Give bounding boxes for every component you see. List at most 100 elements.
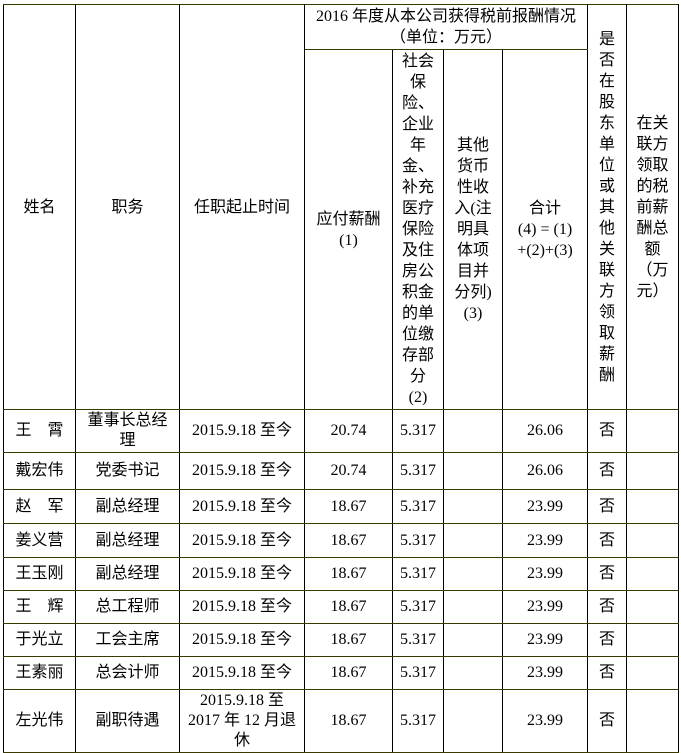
cell-related-party-total: [626, 523, 680, 558]
cell-insurance: 5.317: [392, 623, 444, 657]
cell-term: 2015.9.18 至 2017 年 12 月退 休: [179, 689, 305, 753]
cell-total: 23.99: [501, 523, 589, 558]
table-row: 姜义营 副总经理 2015.9.18 至今 18.67 5.317 23.99 …: [3, 523, 680, 558]
col-header-total: 合计 (4) = (1) +(2)+(3): [501, 49, 589, 410]
cell-name: 于光立: [3, 623, 76, 657]
col-header-other-pay-flag: 是 否 在 股 东 单 位 或 其 他 关 联 方 领 取 薪 酬: [587, 4, 628, 410]
cell-total: 26.06: [501, 409, 589, 453]
cell-insurance: 5.317: [392, 590, 444, 624]
table-row: 于光立 工会主席 2015.9.18 至今 18.67 5.317 23.99 …: [3, 623, 680, 657]
table-row: 王 霄 董事长总经 理 2015.9.18 至今 20.74 5.317 26.…: [3, 409, 680, 453]
cell-payable: 20.74: [304, 452, 393, 490]
table-row: 左光伟 副职待遇 2015.9.18 至 2017 年 12 月退 休 18.6…: [3, 689, 680, 753]
cell-position: 总工程师: [75, 590, 180, 624]
cell-term: 2015.9.18 至今: [179, 489, 305, 524]
cell-position: 党委书记: [75, 452, 180, 490]
cell-other-pay-flag: 否: [587, 656, 628, 690]
cell-other-income: [443, 557, 503, 591]
cell-payable: 18.67: [304, 557, 393, 591]
header-row-top: 姓名 职务 任职起止时间 2016 年度从本公司获得税前报酬情况 （单位：万元）…: [3, 4, 680, 410]
cell-payable: 18.67: [304, 656, 393, 690]
cell-term: 2015.9.18 至今: [179, 452, 305, 490]
cell-total: 26.06: [501, 452, 589, 490]
cell-other-income: [443, 489, 503, 524]
cell-related-party-total: [626, 452, 680, 490]
cell-other-pay-flag: 否: [587, 689, 628, 753]
compensation-table: 姓名 职务 任职起止时间 2016 年度从本公司获得税前报酬情况 （单位：万元）…: [3, 4, 680, 753]
cell-position: 董事长总经 理: [75, 409, 180, 453]
cell-term: 2015.9.18 至今: [179, 523, 305, 558]
col-header-compensation-group: 2016 年度从本公司获得税前报酬情况 （单位：万元）: [303, 4, 589, 50]
cell-insurance: 5.317: [392, 409, 444, 453]
cell-total: 23.99: [501, 557, 589, 591]
cell-insurance: 5.317: [392, 452, 444, 490]
cell-related-party-total: [626, 489, 680, 524]
cell-term: 2015.9.18 至今: [179, 409, 305, 453]
cell-name: 左光伟: [3, 689, 76, 753]
cell-total: 23.99: [501, 656, 589, 690]
col-header-term: 任职起止时间: [179, 4, 305, 410]
cell-insurance: 5.317: [392, 557, 444, 591]
cell-insurance: 5.317: [392, 489, 444, 524]
cell-total: 23.99: [501, 623, 589, 657]
cell-payable: 18.67: [304, 523, 393, 558]
header-row-sub: 应付薪酬 (1) 社会 保险、 企业 年金、 补充 医疗 保险 及住 房公 积金…: [4, 49, 679, 410]
cell-other-pay-flag: 否: [587, 489, 628, 524]
cell-term: 2015.9.18 至今: [179, 590, 305, 624]
cell-total: 23.99: [501, 689, 589, 753]
cell-total: 23.99: [501, 489, 589, 524]
cell-other-income: [443, 523, 503, 558]
table-row: 赵 军 副总经理 2015.9.18 至今 18.67 5.317 23.99 …: [3, 489, 680, 524]
cell-payable: 18.67: [304, 689, 393, 753]
table-row: 王 辉 总工程师 2015.9.18 至今 18.67 5.317 23.99 …: [3, 590, 680, 624]
cell-related-party-total: [626, 409, 680, 453]
cell-other-pay-flag: 否: [587, 409, 628, 453]
cell-other-income: [443, 656, 503, 690]
col-header-position: 职务: [75, 4, 180, 410]
cell-position: 副总经理: [75, 557, 180, 591]
cell-term: 2015.9.18 至今: [179, 656, 305, 690]
cell-name: 王素丽: [3, 656, 76, 690]
cell-other-pay-flag: 否: [587, 557, 628, 591]
cell-other-pay-flag: 否: [587, 623, 628, 657]
cell-related-party-total: [626, 590, 680, 624]
table-row: 戴宏伟 党委书记 2015.9.18 至今 20.74 5.317 26.06 …: [3, 452, 680, 490]
cell-other-income: [443, 452, 503, 490]
cell-position: 副总经理: [75, 523, 180, 558]
cell-insurance: 5.317: [392, 656, 444, 690]
cell-other-pay-flag: 否: [587, 590, 628, 624]
cell-term: 2015.9.18 至今: [179, 623, 305, 657]
cell-total: 23.99: [501, 590, 589, 624]
cell-related-party-total: [626, 689, 680, 753]
cell-other-income: [443, 623, 503, 657]
table-row: 王玉刚 副总经理 2015.9.18 至今 18.67 5.317 23.99 …: [3, 557, 680, 591]
cell-related-party-total: [626, 557, 680, 591]
cell-payable: 18.67: [304, 590, 393, 624]
cell-payable: 20.74: [304, 409, 393, 453]
cell-name: 王 辉: [3, 590, 76, 624]
col-header-payable: 应付薪酬 (1): [304, 49, 393, 410]
cell-other-income: [443, 590, 503, 624]
cell-other-pay-flag: 否: [587, 452, 628, 490]
col-header-name: 姓名: [3, 4, 76, 410]
table-row: 王素丽 总会计师 2015.9.18 至今 18.67 5.317 23.99 …: [3, 656, 680, 690]
cell-name: 王 霄: [3, 409, 76, 453]
cell-name: 王玉刚: [3, 557, 76, 591]
cell-related-party-total: [626, 656, 680, 690]
col-header-insurance: 社会 保险、 企业 年金、 补充 医疗 保险 及住 房公 积金 的单 位缴 存部…: [392, 49, 444, 410]
col-header-related-party-total: 在关 联方 领取 的税 前薪 酬总 额 （万 元）: [626, 4, 680, 410]
cell-other-income: [443, 409, 503, 453]
cell-other-income: [443, 689, 503, 753]
col-header-other-income: 其他 货币 性收 入(注 明具 体项 目并 分列) (3): [443, 49, 503, 410]
cell-insurance: 5.317: [392, 689, 444, 753]
cell-position: 副职待遇: [75, 689, 180, 753]
cell-other-pay-flag: 否: [587, 523, 628, 558]
cell-related-party-total: [626, 623, 680, 657]
cell-payable: 18.67: [304, 623, 393, 657]
cell-term: 2015.9.18 至今: [179, 557, 305, 591]
cell-insurance: 5.317: [392, 523, 444, 558]
cell-position: 总会计师: [75, 656, 180, 690]
cell-position: 副总经理: [75, 489, 180, 524]
cell-name: 姜义营: [3, 523, 76, 558]
